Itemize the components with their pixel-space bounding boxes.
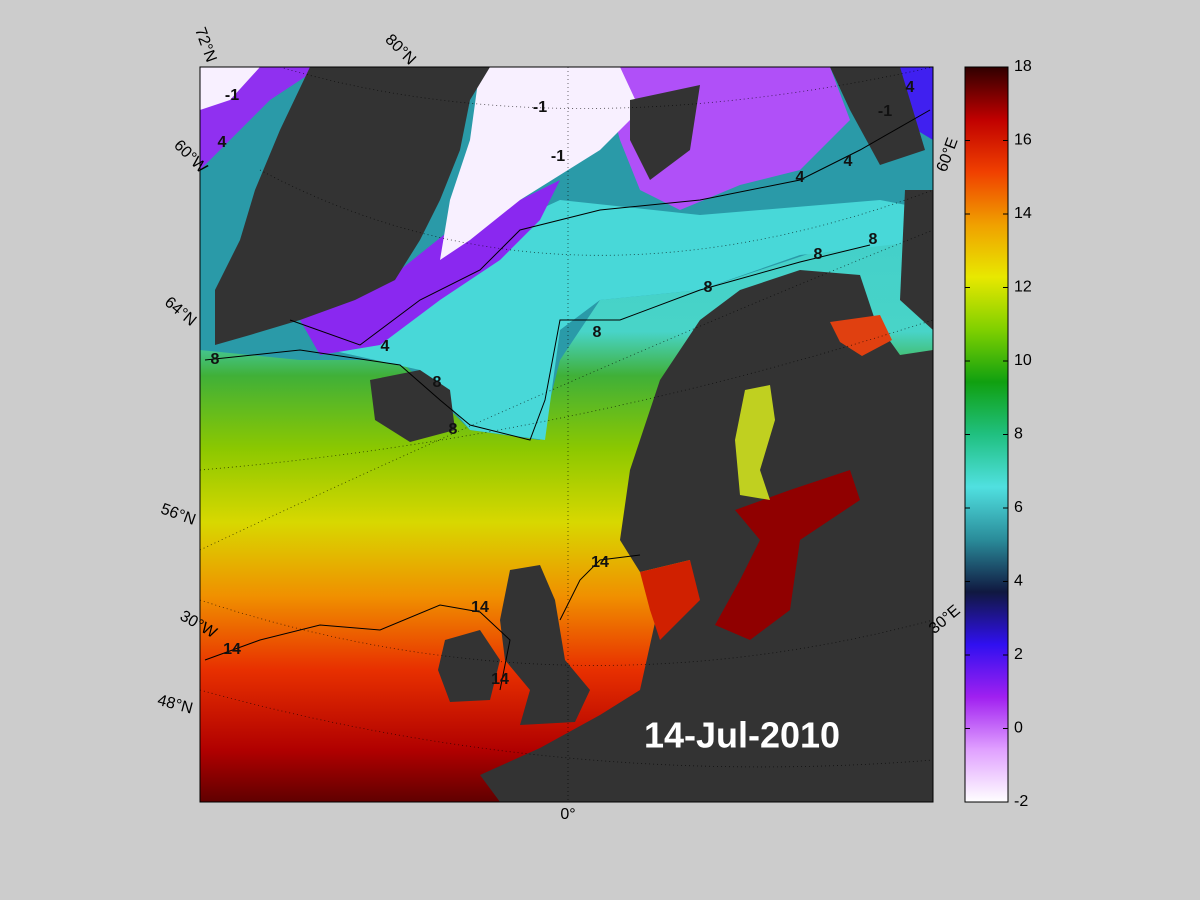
white-sea [830, 315, 892, 356]
colorbar-tick-label: -2 [1014, 793, 1028, 810]
colorbar-tick-label: 16 [1014, 132, 1032, 149]
gulf-of-bothnia [735, 385, 775, 500]
contour-label: -1 [225, 87, 239, 104]
contour-label: 14 [223, 641, 241, 658]
contour-line [204, 244, 871, 441]
sea-ice [200, 67, 260, 110]
contour-line [559, 554, 641, 621]
colorbar-tick-label: 18 [1014, 58, 1032, 75]
colorbar-tick-label: 4 [1014, 573, 1023, 590]
franz-josef-land [830, 67, 925, 165]
contour-label: 14 [591, 554, 609, 571]
colorbar-tick-label: 0 [1014, 720, 1023, 737]
colorbar [964, 66, 1009, 803]
kattegat [640, 560, 700, 640]
contour-line [289, 109, 931, 346]
contour-label: -1 [878, 103, 892, 120]
graticule-label: 60°E [934, 136, 962, 175]
graticule-label: 0° [560, 806, 575, 823]
graticule [200, 67, 933, 802]
date-label: 14-Jul-2010 [644, 715, 840, 756]
contour-label: 4 [796, 169, 805, 186]
contour-label: 4 [218, 134, 227, 151]
iceland [370, 370, 455, 442]
baltic-sea [715, 470, 860, 640]
contour-label: -1 [551, 148, 565, 165]
europe [480, 270, 933, 802]
graticule-label: 80°N [382, 31, 419, 68]
graticule-label: 72°N [191, 25, 219, 64]
colorbar-tick-label: 14 [1014, 205, 1032, 222]
contour-label: 14 [491, 671, 509, 688]
contour-label: 8 [593, 324, 602, 341]
colorbar-tick-label: 6 [1014, 499, 1023, 516]
colorbar-tick-label: 10 [1014, 352, 1032, 369]
contour-label: -1 [533, 99, 547, 116]
great-britain [500, 565, 590, 725]
colorbar-tick-label: 8 [1014, 426, 1023, 443]
graticule-label: 64°N [161, 294, 199, 330]
graticule-label: 48°N [156, 692, 195, 718]
novaya-zemlya [900, 190, 933, 330]
contour-label: 4 [844, 153, 853, 170]
colorbar-tick-label: 2 [1014, 646, 1023, 663]
contour-label: 8 [704, 279, 713, 296]
map-frame [199, 66, 934, 803]
contour-label: 8 [211, 351, 220, 368]
contour-label: 8 [814, 246, 823, 263]
contour-label: 8 [433, 374, 442, 391]
sea-ice [440, 67, 640, 260]
contour-label: 8 [449, 421, 458, 438]
svalbard [630, 85, 700, 180]
map [200, 67, 933, 802]
purple-water [300, 180, 560, 355]
graticule-label: 56°N [158, 501, 197, 529]
contour-label: 8 [869, 231, 878, 248]
greenland [215, 67, 490, 345]
colorbar-tick-label: 12 [1014, 279, 1032, 296]
contour-label: 14 [471, 599, 489, 616]
contour-line [204, 604, 511, 691]
contour-label: 4 [906, 79, 915, 96]
ireland [438, 630, 500, 702]
contour-label: 4 [381, 338, 390, 355]
